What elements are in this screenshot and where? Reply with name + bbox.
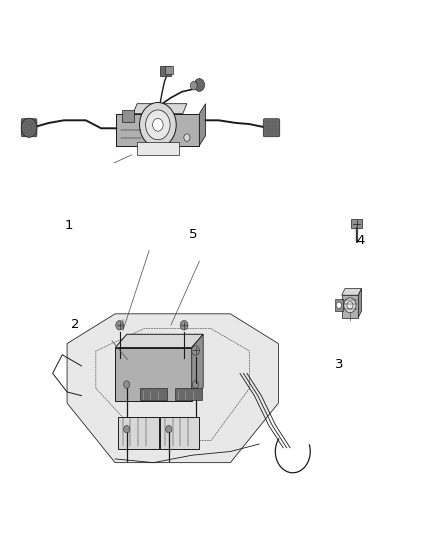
Circle shape <box>344 298 356 313</box>
Circle shape <box>180 320 188 330</box>
Circle shape <box>116 320 124 330</box>
Polygon shape <box>199 104 205 146</box>
FancyBboxPatch shape <box>137 142 179 155</box>
FancyBboxPatch shape <box>159 66 171 76</box>
FancyBboxPatch shape <box>263 119 280 137</box>
Circle shape <box>190 82 197 90</box>
Polygon shape <box>358 288 362 318</box>
Text: 1: 1 <box>64 219 73 231</box>
Circle shape <box>140 102 176 147</box>
Circle shape <box>21 118 37 138</box>
FancyBboxPatch shape <box>140 388 167 400</box>
FancyBboxPatch shape <box>118 417 159 449</box>
Circle shape <box>152 118 163 131</box>
Text: 4: 4 <box>357 235 365 247</box>
Polygon shape <box>342 288 362 295</box>
Polygon shape <box>192 334 203 401</box>
Circle shape <box>191 346 199 356</box>
FancyBboxPatch shape <box>351 219 362 228</box>
FancyBboxPatch shape <box>21 119 37 137</box>
Circle shape <box>146 110 170 140</box>
Circle shape <box>336 302 342 309</box>
FancyBboxPatch shape <box>122 110 134 122</box>
Polygon shape <box>115 348 192 401</box>
Circle shape <box>124 381 130 388</box>
Circle shape <box>347 302 353 309</box>
Text: 5: 5 <box>188 228 197 241</box>
FancyBboxPatch shape <box>175 388 202 400</box>
Polygon shape <box>342 295 358 318</box>
Circle shape <box>124 425 130 433</box>
FancyBboxPatch shape <box>336 299 343 311</box>
Circle shape <box>194 78 205 91</box>
Circle shape <box>192 381 198 388</box>
Circle shape <box>184 134 190 141</box>
FancyBboxPatch shape <box>165 66 173 74</box>
Polygon shape <box>117 114 199 146</box>
FancyBboxPatch shape <box>160 417 199 449</box>
Text: 3: 3 <box>335 358 343 372</box>
Polygon shape <box>115 334 203 348</box>
Circle shape <box>166 425 172 433</box>
Polygon shape <box>67 314 279 463</box>
Polygon shape <box>133 104 187 114</box>
Text: 2: 2 <box>71 319 79 332</box>
